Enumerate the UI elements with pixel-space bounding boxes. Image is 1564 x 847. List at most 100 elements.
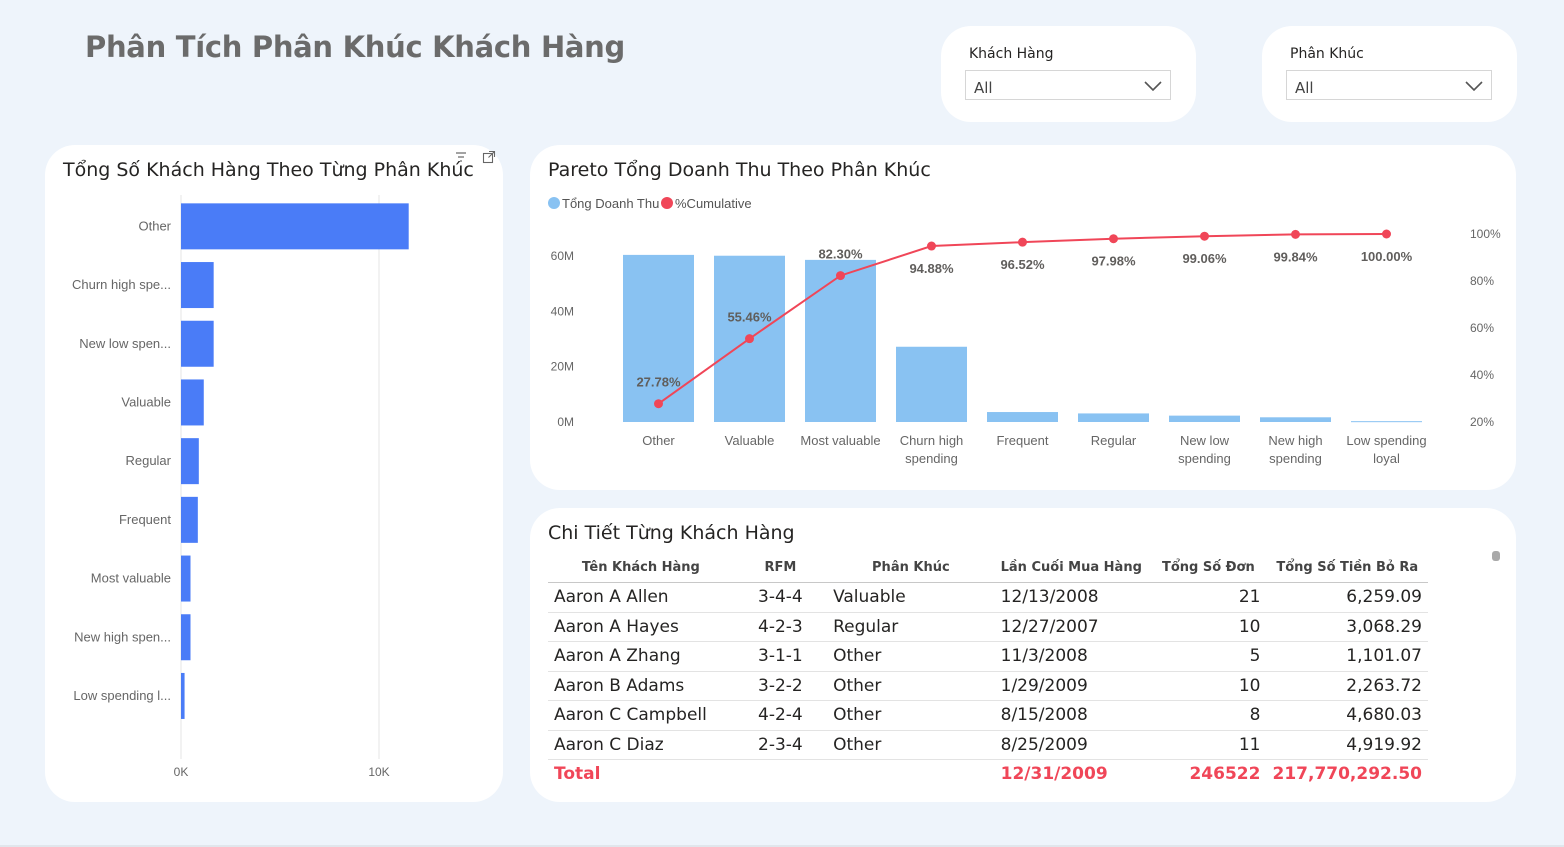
total-cell: 217,770,292.50 (1272, 764, 1423, 785)
pareto-bar (623, 254, 694, 422)
table-cell: 3-1-1 (733, 641, 828, 672)
total-cell: Total (554, 764, 601, 785)
data-label: 27.78% (636, 375, 681, 390)
data-label: 82.30% (818, 247, 863, 262)
bar (181, 496, 198, 543)
table-row[interactable]: Aaron C Diaz 2-3-4 Other 8/25/2009 11 4,919.9… (548, 730, 1428, 760)
table-cell: 4-2-3 (733, 612, 828, 642)
pareto-bar (987, 412, 1058, 422)
table-cell: Aaron C Diaz (548, 730, 734, 760)
table-cell: 8 (1150, 700, 1267, 731)
total-cell (827, 760, 995, 789)
customers-by-segment-title: Tổng Số Khách Hàng Theo Từng Phân Khúc (63, 159, 474, 181)
scrollbar[interactable] (1492, 551, 1500, 561)
legend-label: Tổng Doanh Thu (562, 196, 659, 211)
table-row[interactable]: Aaron C Campbell 4-2-4 Other 8/15/2008 8 4,68… (548, 700, 1428, 731)
table-row[interactable]: Aaron A Hayes 4-2-3 Regular 12/27/2007 10 3,0… (548, 612, 1428, 642)
y-left-tick-label: 20M (551, 360, 574, 374)
table-row[interactable]: Aaron A Zhang 3-1-1 Other 11/3/2008 5 1,101.0… (548, 641, 1428, 672)
column-header[interactable]: RFM (733, 552, 828, 583)
pareto-card: Pareto Tổng Doanh Thu Theo Phân Khúc Tổn… (530, 145, 1516, 490)
filter-icon[interactable] (454, 150, 468, 164)
cumulative-point (1109, 234, 1118, 244)
customers-by-segment-card: Tổng Số Khách Hàng Theo Từng Phân Khúc 0… (45, 145, 503, 802)
category-label: Low spending loyal (1346, 433, 1426, 466)
bar (181, 320, 214, 367)
bar (181, 614, 191, 661)
bar (181, 203, 409, 250)
cumulative-point (1018, 237, 1027, 247)
customer-dropdown-value: All (974, 79, 993, 97)
table-cell: 4,919.92 (1266, 730, 1428, 760)
cumulative-point (745, 334, 754, 344)
y-right-tick-label: 80% (1470, 274, 1494, 288)
table-cell: 4-2-4 (733, 700, 828, 731)
table-cell: 11/3/2008 (994, 641, 1151, 672)
segment-dropdown[interactable]: All (1286, 70, 1492, 100)
customer-detail-title: Chi Tiết Từng Khách Hàng (548, 522, 795, 544)
bar (181, 438, 199, 485)
segment-slicer: Phân Khúc All (1262, 26, 1517, 122)
y-right-tick-label: 100% (1470, 227, 1501, 241)
category-label: New low spending (1178, 433, 1231, 466)
table-cell: Aaron A Allen (548, 582, 734, 613)
table-cell: Aaron A Hayes (548, 612, 734, 642)
category-label: Other (138, 218, 171, 233)
pareto-title: Pareto Tổng Doanh Thu Theo Phân Khúc (548, 159, 931, 181)
x-tick-label: 0K (174, 765, 189, 779)
legend-marker (548, 197, 560, 209)
column-header[interactable]: Phân Khúc (827, 552, 995, 583)
column-header[interactable]: Tổng Số Tiền Bỏ Ra (1266, 552, 1428, 583)
pareto-bar (1078, 413, 1149, 422)
pareto-bar (1351, 421, 1422, 423)
table-total-row: Total 12/31/2009 246522 217,770,292.50 (548, 760, 1428, 789)
column-header[interactable]: Tổng Số Đơn (1150, 552, 1267, 583)
category-label: Churn high spe... (72, 277, 171, 292)
legend-label: %Cumulative (675, 196, 752, 211)
data-label: 94.88% (909, 261, 954, 276)
category-label: Frequent (996, 433, 1048, 448)
category-label: Most valuable (91, 571, 171, 586)
pareto-bar (1169, 415, 1240, 422)
data-label: 97.98% (1091, 254, 1136, 269)
category-label: Most valuable (800, 433, 880, 448)
cumulative-point (1291, 229, 1300, 239)
table-cell: Other (827, 671, 995, 701)
cumulative-point (836, 271, 845, 281)
total-cell: 246522 (1189, 764, 1261, 785)
customer-detail-table: Tên Khách Hàng RFM Phân Khúc Lần Cuối Mua H… (548, 552, 1428, 789)
table-row[interactable]: Aaron A Allen 3-4-4 Valuable 12/13/2008 21 6,… (548, 582, 1428, 613)
category-label: New low spen... (79, 336, 171, 351)
table-cell: 4,680.03 (1266, 700, 1428, 731)
category-label: Valuable (121, 394, 171, 409)
customer-dropdown[interactable]: All (965, 70, 1171, 100)
data-label: 55.46% (727, 310, 772, 325)
bar (181, 555, 191, 602)
category-label: New high spending (1268, 433, 1322, 466)
table-cell: 3,068.29 (1266, 612, 1428, 642)
column-header[interactable]: Lần Cuối Mua Hàng (994, 552, 1151, 583)
category-label: Low spending l... (73, 688, 171, 703)
segment-dropdown-value: All (1295, 79, 1314, 97)
cumulative-point (1200, 231, 1209, 241)
segment-slicer-label: Phân Khúc (1290, 46, 1364, 62)
table-cell: Regular (827, 612, 995, 642)
table-cell: 5 (1150, 641, 1267, 672)
focus-mode-icon[interactable] (482, 150, 496, 164)
pareto-legend: Tổng Doanh Thu %Cumulative (548, 196, 752, 211)
table-cell: 11 (1150, 730, 1267, 760)
data-label: 99.84% (1273, 249, 1318, 264)
table-row[interactable]: Aaron B Adams 3-2-2 Other 1/29/2009 10 2,263.… (548, 671, 1428, 701)
customer-detail-card: Chi Tiết Từng Khách Hàng Tên Khách Hàng R… (530, 508, 1516, 802)
pareto-bar (805, 259, 876, 422)
table-cell: 1/29/2009 (994, 671, 1151, 701)
column-header[interactable]: Tên Khách Hàng (548, 552, 734, 583)
table-cell: 21 (1150, 582, 1267, 613)
y-right-tick-label: 40% (1470, 368, 1494, 382)
table-cell: 2,263.72 (1266, 671, 1428, 701)
chevron-down-icon (1465, 81, 1483, 92)
category-label: New high spen... (74, 629, 171, 644)
table-cell: 10 (1150, 671, 1267, 701)
category-label: Regular (125, 453, 171, 468)
customer-slicer-label: Khách Hàng (969, 46, 1054, 62)
